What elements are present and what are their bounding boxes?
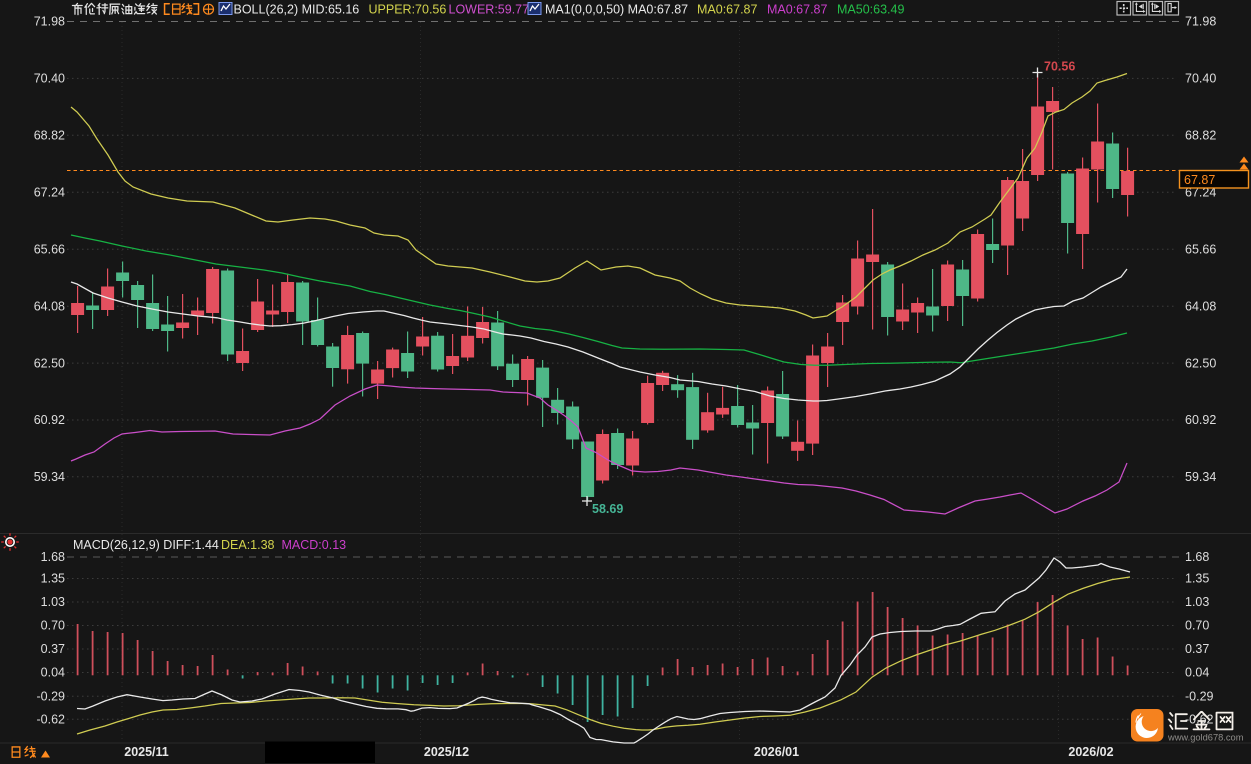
svg-text:0.70: 0.70 [41, 619, 65, 633]
svg-text:DEA:1.38: DEA:1.38 [221, 538, 275, 552]
svg-text:MA0:67.87: MA0:67.87 [697, 3, 758, 17]
svg-text:62.50: 62.50 [34, 356, 65, 370]
svg-text:MA0:67.87: MA0:67.87 [767, 3, 828, 17]
svg-text:59.34: 59.34 [1185, 470, 1216, 484]
svg-text:71.98: 71.98 [1185, 15, 1216, 29]
svg-text:2025/12: 2025/12 [424, 745, 469, 759]
svg-text:60.92: 60.92 [34, 413, 65, 427]
svg-text:MACD:0.13: MACD:0.13 [282, 538, 347, 552]
svg-text:59.34: 59.34 [34, 470, 65, 484]
svg-text:62.50: 62.50 [1185, 356, 1216, 370]
svg-text:67.24: 67.24 [34, 186, 65, 200]
svg-text:2026/01: 2026/01 [754, 745, 799, 759]
svg-text:1.68: 1.68 [41, 550, 65, 564]
svg-text:64.08: 64.08 [1185, 299, 1216, 313]
svg-text:67.87: 67.87 [1184, 173, 1215, 187]
svg-text:1.35: 1.35 [1185, 572, 1209, 586]
svg-text:-0.29: -0.29 [37, 690, 66, 704]
svg-text:68.82: 68.82 [1185, 129, 1216, 143]
svg-text:MA1(0,0,0,50) MA0:67.87: MA1(0,0,0,50) MA0:67.87 [545, 3, 688, 17]
svg-text:67.24: 67.24 [1185, 186, 1216, 200]
svg-text:0.04: 0.04 [41, 666, 65, 680]
svg-text:70.40: 70.40 [1185, 72, 1216, 86]
svg-text:70.40: 70.40 [34, 72, 65, 86]
svg-text:-0.62: -0.62 [37, 713, 66, 727]
svg-text:2026/02: 2026/02 [1068, 745, 1113, 759]
svg-text:MACD(26,12,9) DIFF:1.44: MACD(26,12,9) DIFF:1.44 [73, 538, 219, 552]
svg-text:0.37: 0.37 [41, 642, 65, 656]
svg-text:58.69: 58.69 [592, 502, 623, 516]
svg-text:www.gold678.com: www.gold678.com [1167, 733, 1244, 743]
svg-text:1.03: 1.03 [41, 595, 65, 609]
svg-text:68.82: 68.82 [34, 129, 65, 143]
svg-text:MA50:63.49: MA50:63.49 [837, 3, 904, 17]
svg-text:BOLL(26,2) MID:65.16: BOLL(26,2) MID:65.16 [234, 3, 360, 17]
svg-text:0.70: 0.70 [1185, 619, 1209, 633]
svg-text:-0.29: -0.29 [1185, 690, 1214, 704]
svg-text:64.08: 64.08 [34, 299, 65, 313]
svg-text:UPPER:70.56: UPPER:70.56 [369, 3, 447, 17]
svg-text:1.03: 1.03 [1185, 595, 1209, 609]
svg-text:65.66: 65.66 [1185, 242, 1216, 256]
svg-text:70.56: 70.56 [1044, 60, 1075, 74]
svg-text:71.98: 71.98 [34, 15, 65, 29]
svg-text:1.68: 1.68 [1185, 550, 1209, 564]
svg-text:LOWER:59.77: LOWER:59.77 [449, 3, 530, 17]
svg-text:0.04: 0.04 [1185, 666, 1209, 680]
svg-text:2025/11: 2025/11 [124, 745, 169, 759]
svg-text:65.66: 65.66 [34, 242, 65, 256]
svg-text:1.35: 1.35 [41, 572, 65, 586]
svg-text:0.37: 0.37 [1185, 642, 1209, 656]
svg-text:60.92: 60.92 [1185, 413, 1216, 427]
